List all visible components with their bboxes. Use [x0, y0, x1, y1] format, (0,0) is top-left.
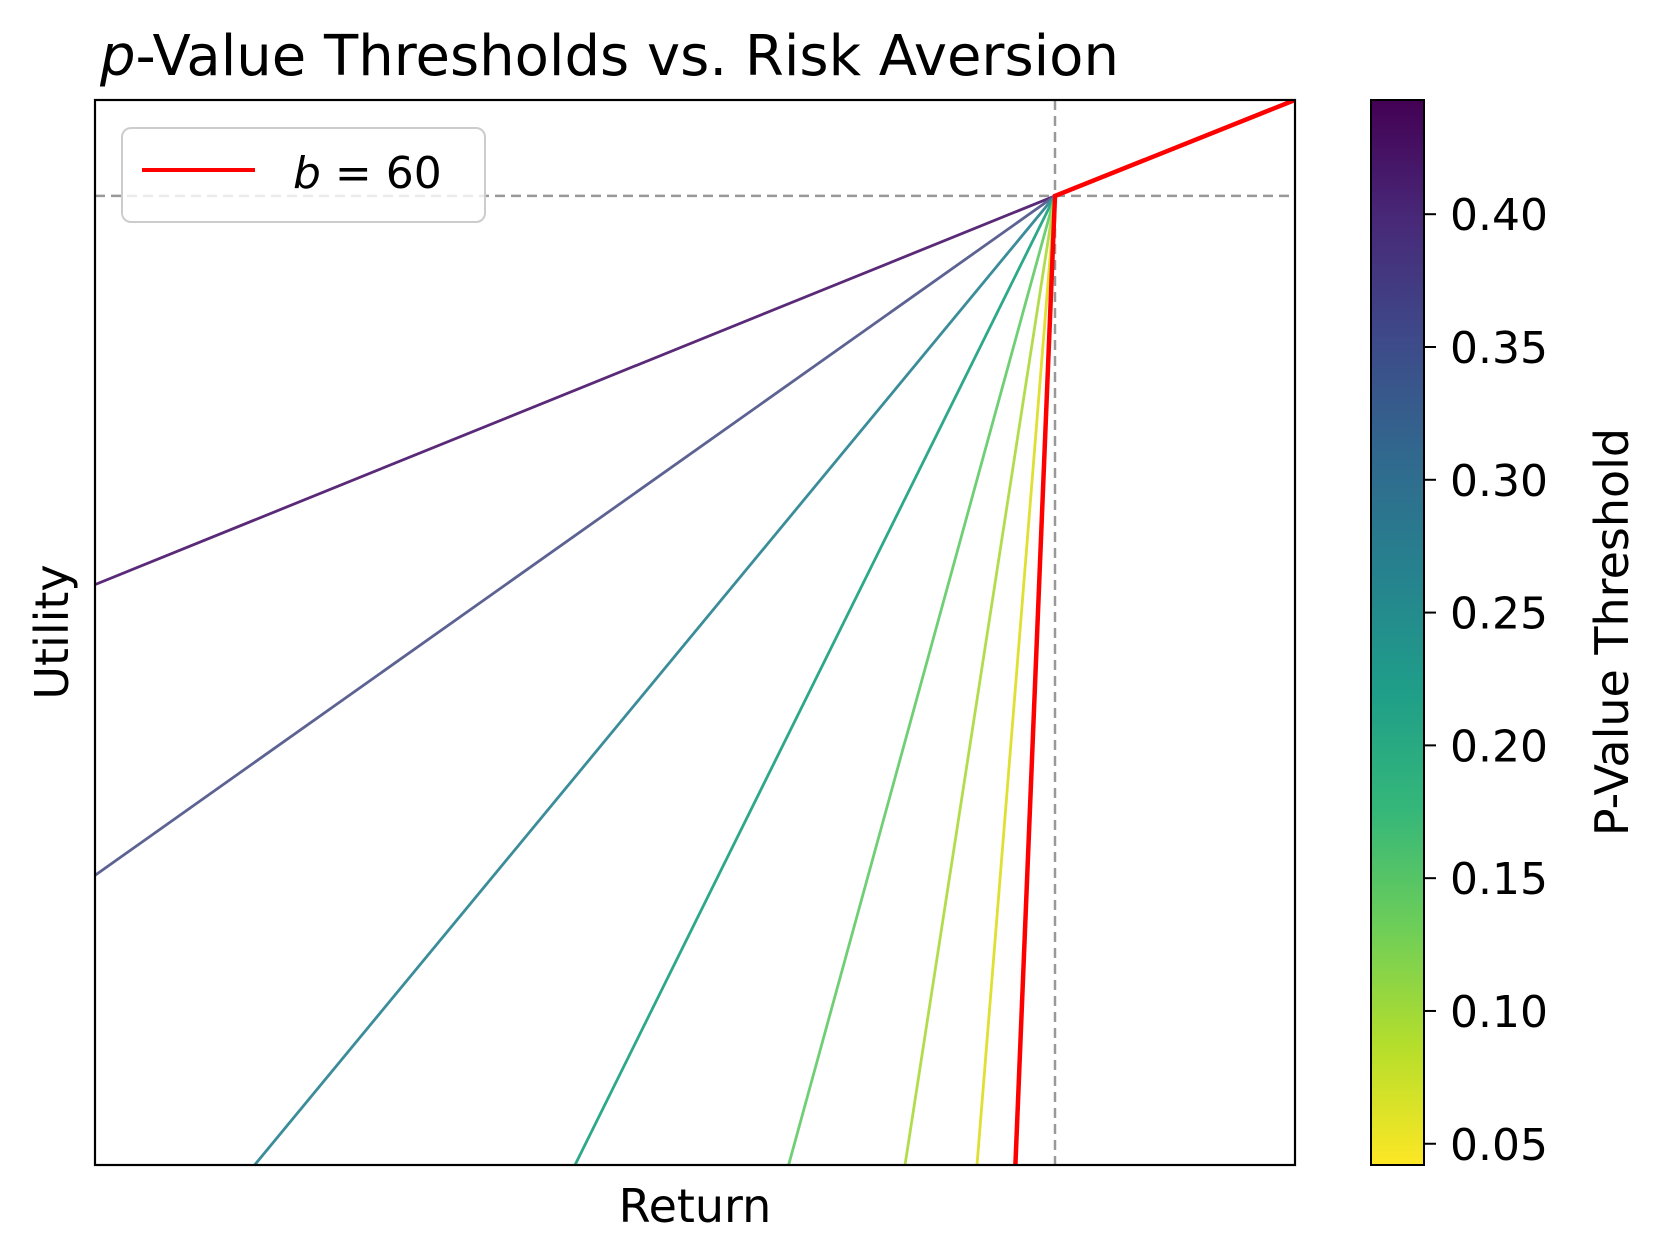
colorbar: 0.05 0.10 0.15 0.20 0.25 0.30 0.35 0.40 P-Value… — [1370, 99, 1639, 1171]
colorbar-ticks: 0.05 0.10 0.15 0.20 0.25 0.30 0.35 0.40 — [1424, 190, 1548, 1171]
y-axis-label: Utility — [25, 564, 79, 699]
chart-title: p-Value Thresholds vs. Risk Aversion — [99, 24, 1119, 89]
series-line-p-0-15 — [787, 195, 1057, 1165]
plot-frame — [93, 98, 1297, 1167]
plot-area — [93, 98, 1297, 1167]
series-line-p-0-21 — [573, 195, 1057, 1165]
x-axis-label: Return — [619, 1179, 772, 1233]
legend-label-italic: b — [293, 148, 321, 199]
colorbar-strip — [1370, 99, 1425, 1166]
colorbar-label: P-Value Threshold — [1585, 428, 1639, 836]
series-line-p-0-1 — [903, 195, 1057, 1165]
series-layer — [95, 100, 1295, 1165]
chart-title-rest: -Value Thresholds vs. Risk Aversion — [136, 24, 1119, 89]
legend-box — [121, 127, 486, 223]
colorbar-tick-label: 0.40 — [1450, 190, 1548, 241]
colorbar-tick-label: 0.15 — [1450, 854, 1548, 905]
series-line-p-0-42 — [95, 194, 1056, 586]
colorbar-tick-label: 0.10 — [1450, 987, 1548, 1038]
legend: b = 60 — [121, 127, 486, 223]
chart-title-italic: p — [99, 24, 136, 89]
legend-label-b60: b = 60 — [293, 148, 442, 199]
colorbar-tick-label: 0.30 — [1450, 456, 1548, 507]
series-line-p-0-06 — [975, 195, 1057, 1165]
legend-label-rest: = 60 — [321, 148, 442, 199]
colorbar-tick-label: 0.05 — [1450, 1120, 1548, 1171]
series-line-p-0-28 — [253, 195, 1057, 1165]
colorbar-tick-label: 0.20 — [1450, 721, 1548, 772]
series-line-b60 — [1013, 100, 1295, 1165]
colorbar-tick-label: 0.35 — [1450, 323, 1548, 374]
colorbar-tick-label: 0.25 — [1450, 589, 1548, 640]
series-line-p-0-35 — [95, 194, 1056, 877]
